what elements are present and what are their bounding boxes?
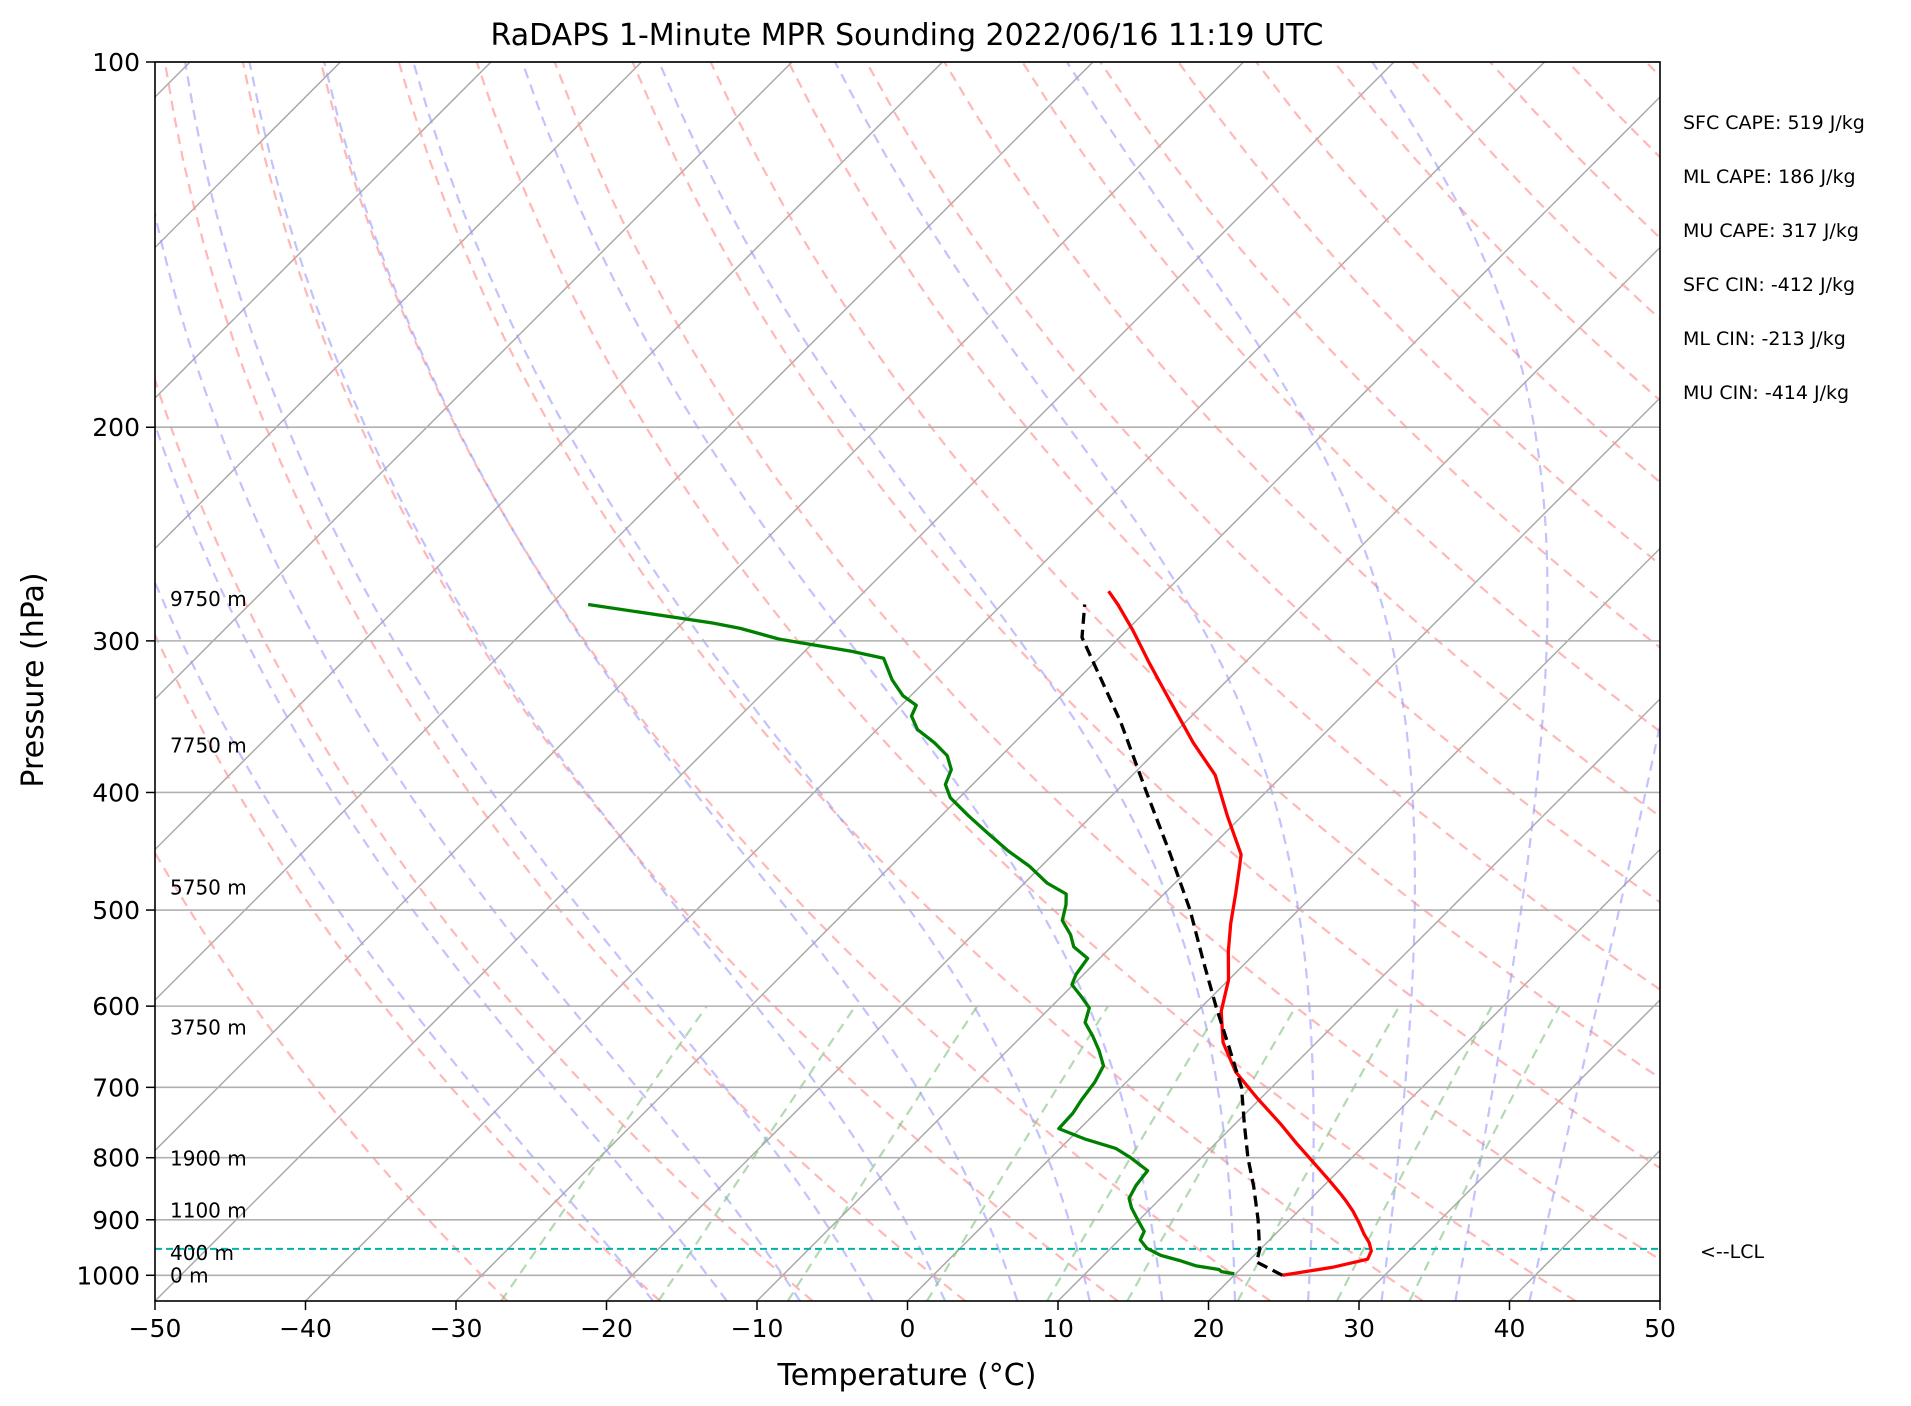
x-tick-label: 10 [1042,1314,1074,1343]
isotherm-line [155,62,1395,1301]
y-axis-label: Pressure (hPa) [16,572,51,787]
x-tick-label: −50 [129,1314,182,1343]
moist-adiabat-line [658,62,1237,1301]
moist-adiabat-line [184,62,874,1301]
height-label: 9750 m [170,587,247,611]
height-label: 3750 m [170,1016,247,1040]
stat-annotation: MU CAPE: 317 J/kg [1683,220,1859,242]
isotherm-line [605,246,1660,1301]
height-label: 1100 m [170,1198,247,1222]
x-tick-label: 0 [900,1314,916,1343]
parcel-line [1080,604,1284,1277]
isotherm-line [155,62,944,851]
isotherm-line [1057,697,1660,1301]
x-tick-label: 40 [1494,1314,1526,1343]
moist-adiabat-line [155,421,728,1301]
height-label: 7750 m [170,734,247,758]
mixing-ratio-line [500,1005,708,1301]
height-label: 0 m [170,1263,209,1287]
moist-adiabat-line [248,62,947,1301]
chart-title: RaDAPS 1-Minute MPR Sounding 2022/06/16 … [491,18,1324,53]
y-tick-label: 800 [92,1144,140,1173]
stat-annotation: ML CAPE: 186 J/kg [1683,166,1856,188]
y-tick-label: 300 [92,627,140,656]
stat-annotation: MU CIN: -414 J/kg [1683,382,1849,404]
dewpoint-line [587,602,1235,1276]
isotherm-line [906,547,1660,1301]
moist-adiabat-line [521,62,1164,1301]
dry-adiabat-line [709,62,1660,1080]
y-tick-label: 1000 [76,1261,140,1290]
y-tick-label: 900 [92,1206,140,1235]
x-tick-label: 50 [1644,1314,1676,1343]
dry-adiabat-line [155,850,509,1301]
x-tick-label: −10 [731,1314,784,1343]
y-tick-label: 700 [92,1073,140,1102]
stats-annotations: SFC CAPE: 519 J/kg ML CAPE: 186 J/kg MU CA… [1683,112,1865,404]
height-label: 400 m [170,1241,234,1265]
x-tick-label: −30 [430,1314,483,1343]
y-tick-label: 600 [92,992,140,1021]
dry-adiabat-line [155,376,814,1301]
height-labels: 9750 m 7750 m 5750 m 3750 m 1900 m 1100 m 400 … [170,587,247,1287]
mixing-ratio-line [1236,1005,1401,1301]
x-tick-label: 20 [1193,1314,1225,1343]
stat-annotation: ML CIN: -213 J/kg [1683,328,1846,350]
dry-adiabat-line [163,62,966,1301]
mixing-ratio-line [1126,1005,1297,1301]
y-tick-label: 100 [92,48,140,77]
x-tick-label: −20 [580,1314,633,1343]
dry-adiabat-line [241,62,1119,1301]
stat-annotation: SFC CIN: -412 J/kg [1683,274,1855,296]
x-tick-label: −40 [279,1314,332,1343]
background-lines [155,62,1660,1301]
temperature-line [1107,590,1373,1277]
y-tick-label: 200 [92,413,140,442]
dry-adiabat-line [943,62,1660,818]
isotherm-line [155,62,643,550]
isotherm-line [155,62,1245,1152]
moist-adiabat-line [155,579,654,1301]
height-label: 5750 m [170,875,247,899]
stat-annotation: SFC CAPE: 519 J/kg [1683,112,1865,134]
x-axis: −50 −40 −30 −20 −10 0 10 20 30 40 50 [129,1301,1676,1343]
y-axis: 100 200 300 400 500 600 700 800 900 1000 [76,48,155,1290]
dry-adiabat-line [787,62,1660,991]
isotherm-line [155,62,492,400]
moist-adiabat-line [1065,62,1416,1301]
mixing-ratio-line [657,1005,857,1301]
x-tick-label: 30 [1343,1314,1375,1343]
dry-adiabat-line [475,62,1577,1301]
moist-adiabat-line [323,62,1019,1301]
mixing-ratio-line [925,1005,1110,1301]
moist-adiabat-line [1528,720,1660,1301]
x-axis-label: Temperature (°C) [777,1358,1037,1393]
dry-adiabat-line [631,62,1660,1170]
moist-adiabat-line [155,209,801,1301]
isotherm-line [155,62,793,701]
y-tick-label: 400 [92,778,140,807]
isotherm-line [304,62,1546,1301]
dry-adiabat-line [155,632,661,1301]
dry-adiabat-line [1099,62,1660,649]
moist-adiabat-line [412,62,1091,1301]
series-layer [587,590,1373,1277]
lcl-label: <--LCL [1700,1241,1764,1263]
lcl-layer: <--LCL [155,1241,1764,1263]
dry-adiabat-line [553,62,1660,1261]
height-label: 1900 m [170,1146,247,1170]
isotherm-line [1207,848,1660,1301]
mixing-ratio-line [786,1005,979,1301]
isotherm-line [1358,998,1660,1301]
y-tick-label: 500 [92,896,140,925]
isotherm-line [155,62,1094,1002]
moist-adiabat-line [1371,62,1549,1301]
mixing-ratio-line [1408,1005,1561,1301]
moist-adiabat-line [834,62,1315,1301]
